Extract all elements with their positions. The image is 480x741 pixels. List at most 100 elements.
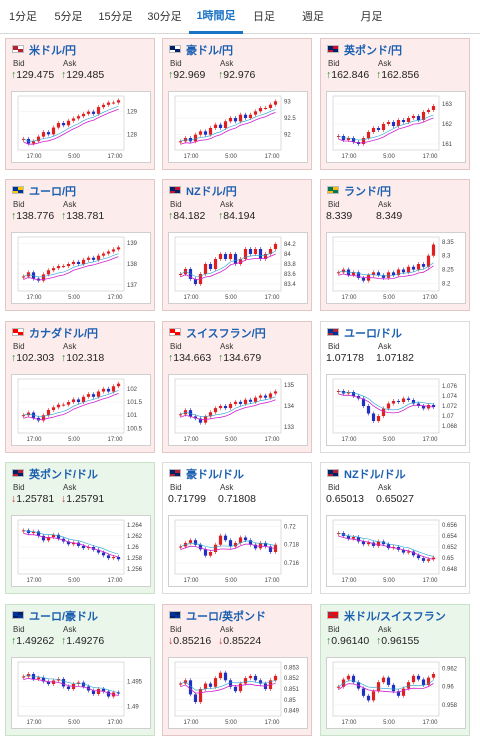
bid-value: 0.65013 <box>326 493 364 505</box>
pair-name-link[interactable]: ランド/円 <box>344 186 392 198</box>
tab-1[interactable]: 5分足 <box>54 11 83 23</box>
currency-card[interactable]: ランド/円 Bid Ask 8.339 8.349 8.35 8.3 8.25 8.2 17:00… <box>320 179 470 311</box>
y-tick-label: 1.256 <box>127 567 143 573</box>
currency-card[interactable]: 豪ドル/円 Bid Ask ↑92.969 ↑92.976 93 92.5 92 17:00 5:… <box>162 38 312 170</box>
currency-card[interactable]: スイスフラン/円 Bid Ask ↑134.663 ↑134.679 135 134 133 1… <box>162 321 312 453</box>
price-chart[interactable]: 139 138 137 17:00 5:00 17:00 <box>11 232 151 304</box>
currency-card[interactable]: ユーロ/円 Bid Ask ↑138.776 ↑138.781 139 138 137 17:0… <box>5 179 155 311</box>
candle-body <box>91 257 96 260</box>
pair-name-link[interactable]: 豪ドル/円 <box>186 45 234 57</box>
bid-price: 102.303 <box>16 352 55 364</box>
ask-arrow-icon: ↑ <box>218 69 224 81</box>
price-chart[interactable]: 0.853 0.852 0.851 0.85 0.849 17:00 5:00 17:00 <box>168 657 308 729</box>
price-chart[interactable]: 1.264 1.262 1.26 1.258 1.256 17:00 5:00 17:00 <box>11 515 151 587</box>
short-moving-average-line <box>180 396 276 417</box>
price-chart[interactable]: 1.076 1.074 1.072 1.07 1.068 17:00 5:00 17:00 <box>326 374 466 446</box>
short-moving-average-line <box>23 674 119 693</box>
candle-body <box>376 682 381 692</box>
currency-card[interactable]: ユーロ/ドル Bid Ask 1.07178 1.07182 1.076 1.074 1.07… <box>320 321 470 453</box>
price-chart[interactable]: 0.962 0.96 0.958 17:00 5:00 17:00 <box>326 657 466 729</box>
price-chart[interactable]: 135 134 133 17:00 5:00 17:00 <box>168 374 308 446</box>
currency-card[interactable]: 英ポンド/円 Bid Ask ↑162.846 ↑162.856 163 162 161 17:… <box>320 38 470 170</box>
tab-0[interactable]: 1分足 <box>8 11 38 23</box>
plot-frame <box>332 661 440 717</box>
currency-card[interactable]: 米ドル/スイスフラン Bid Ask ↑0.96140 ↑0.96155 0.962 0.9… <box>320 604 470 736</box>
currency-card[interactable]: ユーロ/豪ドル Bid Ask ↑1.49262 ↑1.49276 1.495 1.49 17… <box>5 604 155 736</box>
candle-body <box>193 134 198 142</box>
price-chart[interactable]: 84.2 84 83.8 83.6 83.4 17:00 5:00 17:00 <box>168 232 308 304</box>
candle-body <box>81 682 86 687</box>
pair-name-link[interactable]: ユーロ/ドル <box>344 328 403 340</box>
currency-card[interactable]: 米ドル/円 Bid Ask ↑129.475 ↑129.485 129 128 17:00 5:… <box>5 38 155 170</box>
candle-body <box>218 124 223 128</box>
x-tick-label: 17:00 <box>422 154 438 160</box>
currency-card[interactable]: NZドル/ドル Bid Ask 0.65013 0.65027 0.656 0.654 0.6… <box>320 462 470 594</box>
plot-frame <box>332 236 440 292</box>
candle-body <box>406 551 411 553</box>
candle-body <box>381 408 386 416</box>
eur-jpy-flag-icon <box>12 186 24 194</box>
x-tick-label: 17:00 <box>107 720 123 726</box>
bid-label: Bid <box>170 59 182 68</box>
candle-body <box>366 695 371 701</box>
pair-name-link[interactable]: ユーロ/豪ドル <box>29 611 99 623</box>
ask-arrow-icon: ↑ <box>61 69 67 81</box>
pair-name-link[interactable]: 英ポンド/ドル <box>29 469 99 481</box>
candle-body <box>41 535 46 541</box>
currency-card[interactable]: NZドル/円 Bid Ask ↑84.182 ↑84.194 84.2 84 83.8 83.6… <box>162 179 312 311</box>
price-chart[interactable]: 93 92.5 92 17:00 5:00 17:00 <box>168 91 308 163</box>
price-chart[interactable]: 0.72 0.718 0.716 17:00 5:00 17:00 <box>168 515 308 587</box>
currency-card[interactable]: ユーロ/英ポンド Bid Ask ↓0.85216 ↓0.85224 0.853 0.852… <box>162 604 312 736</box>
candle-body <box>248 399 253 402</box>
bid-arrow-icon: ↓ <box>168 635 174 647</box>
tab-4[interactable]: 1時間足 <box>189 0 243 34</box>
pair-name-link[interactable]: 英ポンド/円 <box>344 45 403 57</box>
pair-name-link[interactable]: ユーロ/英ポンド <box>186 611 267 623</box>
tab-3[interactable]: 30分足 <box>147 11 182 23</box>
pair-name-link[interactable]: NZドル/ドル <box>344 469 406 481</box>
tab-2[interactable]: 15分足 <box>98 11 133 23</box>
candle-body <box>273 244 278 249</box>
y-tick-label: 101.5 <box>127 400 143 406</box>
y-tick-label: 0.72 <box>284 525 296 531</box>
bid-price: 92.969 <box>173 69 206 81</box>
price-chart[interactable]: 129 128 17:00 5:00 17:00 <box>11 91 151 163</box>
tab-6[interactable]: 週足 <box>302 11 324 23</box>
currency-card[interactable]: 豪ドル/ドル Bid Ask 0.71799 0.71808 0.72 0.718 0.716… <box>162 462 312 594</box>
pair-name-link[interactable]: カナダドル/円 <box>29 328 99 340</box>
price-chart[interactable]: 8.35 8.3 8.25 8.2 17:00 5:00 17:00 <box>326 232 466 304</box>
candle-body <box>81 113 86 117</box>
price-chart[interactable]: 102 101.5 101 100.5 17:00 5:00 17:00 <box>11 374 151 446</box>
price-chart[interactable]: 0.656 0.654 0.652 0.65 0.648 17:00 5:00 17:00 <box>326 515 466 587</box>
pair-name-link[interactable]: 米ドル/円 <box>29 45 77 57</box>
candle-body <box>371 413 376 421</box>
x-tick-label: 17:00 <box>183 720 199 726</box>
candle-body <box>258 395 263 398</box>
x-tick-label: 17:00 <box>107 578 123 584</box>
candle-body <box>76 682 81 684</box>
pair-name-link[interactable]: 米ドル/スイスフラン <box>344 611 446 623</box>
candle-body <box>111 102 116 104</box>
candle-body <box>56 404 61 408</box>
price-chart[interactable]: 1.495 1.49 17:00 5:00 17:00 <box>11 657 151 729</box>
candle-body <box>188 680 193 695</box>
pair-name-link[interactable]: スイスフラン/円 <box>186 328 266 340</box>
ask-value: ↓1.25791 <box>61 493 104 505</box>
pair-name-link[interactable]: ユーロ/円 <box>29 186 77 198</box>
candle-body <box>248 249 253 254</box>
pair-name-link[interactable]: 豪ドル/ドル <box>186 469 245 481</box>
bid-value: ↑138.776 <box>11 210 54 222</box>
pair-name-link[interactable]: NZドル/円 <box>186 186 237 198</box>
tab-7[interactable]: 月足 <box>360 11 383 23</box>
y-tick-label: 100.5 <box>127 426 143 432</box>
tab-5[interactable]: 日足 <box>253 11 275 23</box>
short-moving-average-line <box>23 530 119 555</box>
candle-body <box>223 672 228 681</box>
candle-body <box>431 244 436 256</box>
candle-body <box>218 672 223 679</box>
price-chart[interactable]: 163 162 161 17:00 5:00 17:00 <box>326 91 466 163</box>
currency-card[interactable]: 英ポンド/ドル Bid Ask ↓1.25781 ↓1.25791 1.264 1.262 1… <box>5 462 155 594</box>
candle-body <box>356 272 361 278</box>
candle-body <box>218 254 223 259</box>
currency-card[interactable]: カナダドル/円 Bid Ask ↑102.303 ↑102.318 102 101.5 101… <box>5 321 155 453</box>
